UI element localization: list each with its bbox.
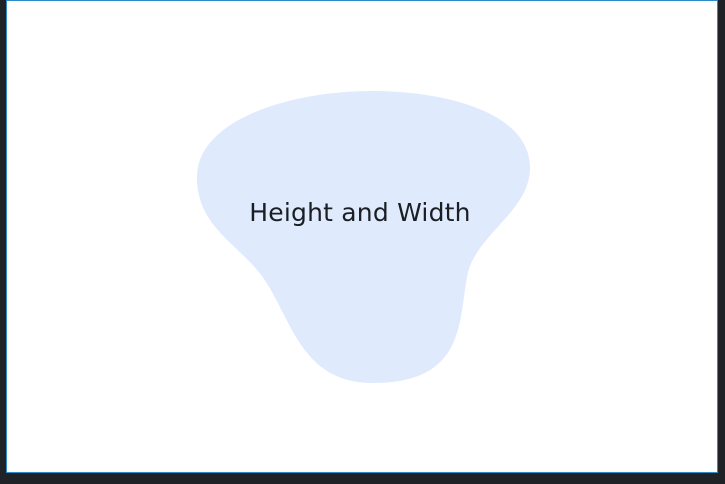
shape-label: Height and Width (249, 198, 471, 227)
blob-path (197, 91, 530, 383)
